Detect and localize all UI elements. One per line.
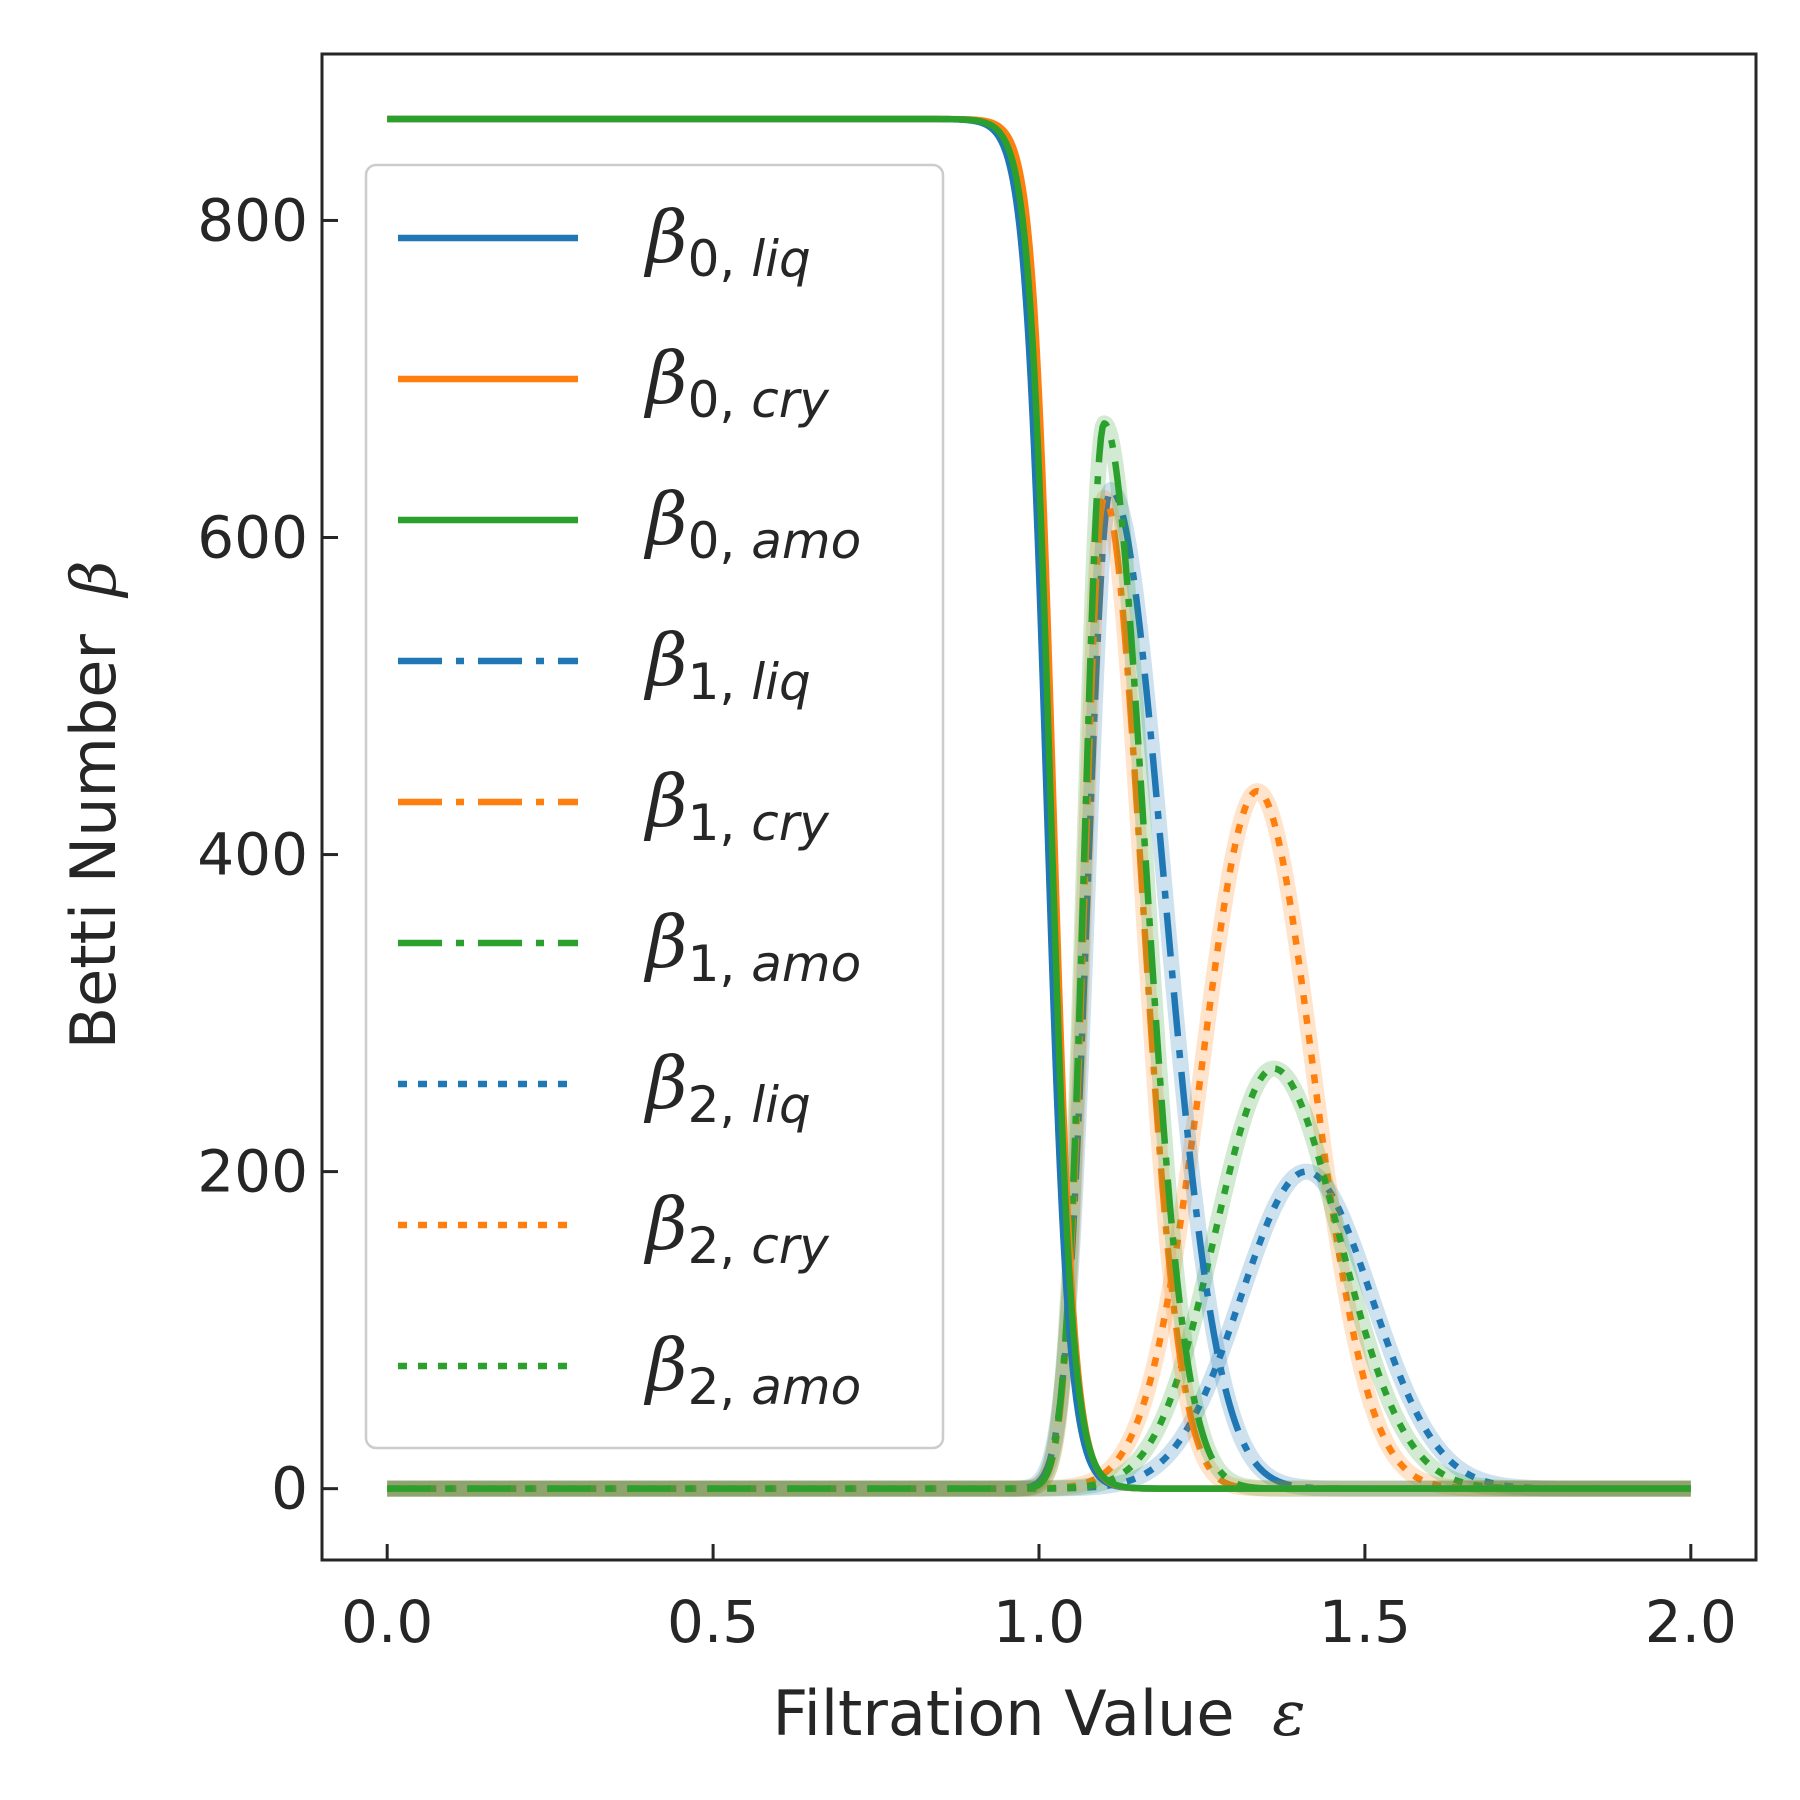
x-axis-label: Filtration Value xyxy=(772,1677,1234,1750)
y-axis-label: Betti Number xyxy=(57,634,130,1050)
x-tick-label: 2.0 xyxy=(1645,1588,1737,1656)
legend-box xyxy=(364,163,945,1450)
legend-symbol: β xyxy=(643,900,688,984)
legend-subscript-phase: cry xyxy=(751,371,830,429)
legend-symbol: β xyxy=(643,1323,688,1407)
series-line-2-amo xyxy=(385,1065,1693,1492)
legend-label-2-cry: β2, cry xyxy=(643,1182,830,1275)
legend-subscript-phase: cry xyxy=(751,1217,830,1275)
x-axis-ticks: 0.0 0.5 1.0 1.5 2.0 xyxy=(341,1544,1737,1656)
legend-label-1-amo: β1, amo xyxy=(643,900,861,993)
x-tick-label: 1.5 xyxy=(1319,1588,1411,1656)
legend-label-2-liq: β2, liq xyxy=(643,1041,811,1134)
legend-subscript-phase: liq xyxy=(751,653,811,711)
legend-label-0-cry: β0, cry xyxy=(643,336,830,429)
x-axis-title: Filtration Value ε xyxy=(772,1677,1305,1750)
legend-subscript-phase: liq xyxy=(751,1076,811,1134)
y-axis-symbol: β xyxy=(57,561,130,599)
series-line-2-liq xyxy=(385,1168,1693,1492)
x-tick-label: 1.0 xyxy=(993,1588,1085,1656)
series-layer xyxy=(380,115,1698,1497)
legend-subscript-number: 0, xyxy=(688,512,752,570)
x-tick-label: 0.5 xyxy=(667,1588,759,1656)
legend-symbol: β xyxy=(643,195,688,279)
legend-label-1-cry: β1, cry xyxy=(643,759,830,852)
y-tick-label: 400 xyxy=(197,821,308,889)
legend-subscript-number: 2, xyxy=(688,1076,752,1134)
legend-label-0-liq: β0, liq xyxy=(643,195,811,288)
legend-symbol: β xyxy=(643,618,688,702)
legend-subscript-number: 1, xyxy=(688,935,752,993)
x-axis-symbol: ε xyxy=(1272,1677,1305,1750)
legend-subscript-number: 2, xyxy=(688,1358,752,1416)
legend-subscript-phase: cry xyxy=(751,794,830,852)
y-axis-ticks: 0 200 400 600 800 xyxy=(197,186,338,1523)
y-tick-label: 200 xyxy=(197,1138,308,1206)
legend-subscript-phase: amo xyxy=(751,1358,861,1416)
legend-symbol: β xyxy=(643,1041,688,1125)
legend-subscript-number: 0, xyxy=(688,371,752,429)
legend-symbol: β xyxy=(643,759,688,843)
legend-label-2-amo: β2, amo xyxy=(643,1323,861,1416)
y-tick-label: 800 xyxy=(197,186,308,254)
legend-subscript-phase: amo xyxy=(751,935,861,993)
x-tick-label: 0.0 xyxy=(341,1588,433,1656)
series-line-0-amo xyxy=(385,115,1693,1492)
legend-subscript-number: 0, xyxy=(688,230,752,288)
y-tick-label: 0 xyxy=(271,1455,308,1523)
legend-subscript-phase: amo xyxy=(751,512,861,570)
legend-subscript-number: 2, xyxy=(688,1217,752,1275)
legend-symbol: β xyxy=(643,336,688,420)
y-tick-label: 600 xyxy=(197,504,308,572)
series-line-1-amo xyxy=(385,420,1693,1492)
y-axis-title: Betti Number β xyxy=(57,561,130,1050)
legend-label-0-amo: β0, amo xyxy=(643,477,861,570)
legend-symbol: β xyxy=(643,1182,688,1266)
legend-subscript-number: 1, xyxy=(688,653,752,711)
legend-subscript-phase: liq xyxy=(751,230,811,288)
legend-subscript-number: 1, xyxy=(688,794,752,852)
legend-label-1-liq: β1, liq xyxy=(643,618,811,711)
legend-symbol: β xyxy=(643,477,688,561)
